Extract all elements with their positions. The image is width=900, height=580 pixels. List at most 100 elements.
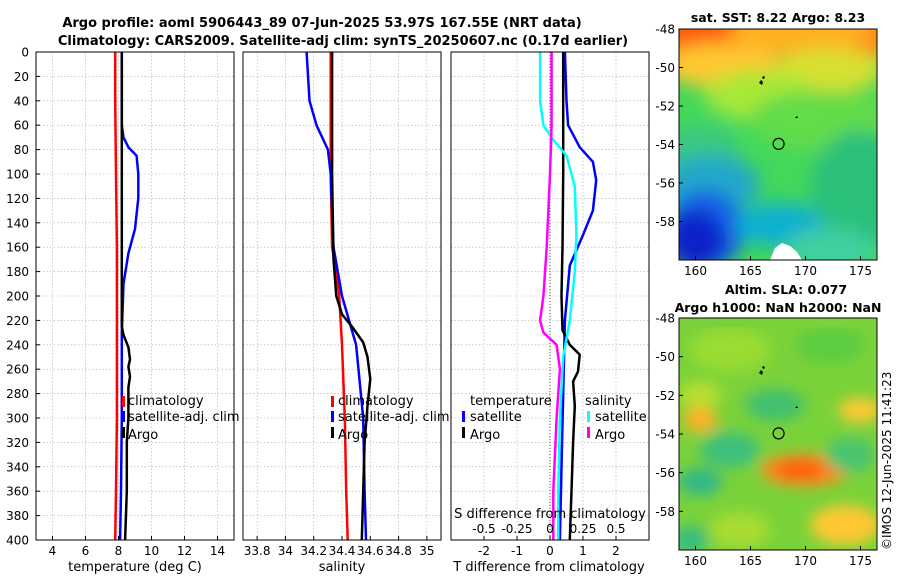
y-tick-label: 180	[6, 265, 29, 279]
s-tick-label: 0	[546, 522, 554, 536]
map-y-tick-label: -54	[655, 138, 675, 152]
difference-xticks: -2 -1 0 1 2	[478, 536, 620, 558]
x-tick-label: 34	[278, 544, 293, 558]
x-tick-label: 34.6	[357, 544, 384, 558]
y-tick-label: 40	[14, 94, 29, 108]
legend-swatch-argo	[122, 427, 125, 438]
x-tick-label: 34.4	[329, 544, 356, 558]
x-tick-label: 12	[177, 544, 192, 558]
y-tick-label: 320	[6, 436, 29, 450]
x-tick-label: 4	[49, 544, 57, 558]
y-tick-label: 220	[6, 314, 29, 328]
series-line-s-satellite	[538, 52, 578, 540]
x-tick-label: 35	[419, 544, 434, 558]
sst-map-panel: sat. SST: 8.22 Argo: 8.23	[655, 10, 878, 278]
legend-swatch-climatology	[122, 396, 125, 407]
figure-title-line1: Argo profile: aoml 5906443_89 07-Jun-202…	[62, 16, 581, 31]
x-tick-label: -1	[511, 544, 523, 558]
difference-grid	[451, 52, 649, 540]
x-tick-label: -2	[478, 544, 490, 558]
legend-swatch-satellite	[331, 411, 334, 422]
sla-map-yticks: -48 -50 -52 -54 -56 -58	[655, 312, 683, 519]
map-y-tick-label: -48	[655, 23, 675, 37]
sla-map-xticks: 160 165 170 175	[684, 546, 872, 568]
s-difference-xlabel: S difference from climatology	[454, 507, 646, 522]
salinity-grid	[243, 52, 441, 540]
temperature-series	[113, 52, 140, 541]
difference-series	[538, 51, 598, 541]
sst-map-title: sat. SST: 8.22 Argo: 8.23	[691, 10, 865, 25]
s-tick-label: 0.5	[606, 522, 625, 536]
legend-label-t-satellite: satellite	[470, 410, 522, 425]
y-tick-label: 240	[6, 338, 29, 352]
s-tick-label: -0.25	[501, 522, 532, 536]
sla-map-title-line2: Argo h1000: NaN h2000: NaN	[675, 300, 882, 315]
x-tick-label: 10	[144, 544, 159, 558]
y-tick-label: 120	[6, 192, 29, 206]
legend-label-argo: Argo	[338, 428, 368, 443]
map-x-tick-label: 175	[849, 554, 872, 568]
y-tick-label: 0	[21, 46, 29, 60]
series-line-argo	[120, 52, 132, 541]
legend-label-t-argo: Argo	[470, 428, 500, 443]
legend-swatch-s-satellite	[587, 411, 590, 422]
x-tick-label: 33.8	[244, 544, 271, 558]
y-tick-label: 280	[6, 387, 29, 401]
map-y-tick-label: -50	[655, 61, 675, 75]
map-x-tick-label: 165	[739, 264, 762, 278]
legend-swatch-satellite	[122, 411, 125, 422]
difference-legend: temperature satellite Argo salinity sate…	[462, 394, 647, 443]
legend-label-s-argo: Argo	[595, 428, 625, 443]
map-y-tick-label: -52	[655, 100, 675, 114]
sla-map-panel: Altim. SLA: 0.077 Argo h1000: NaN h2000:…	[655, 282, 882, 568]
legend-swatch-argo	[331, 427, 334, 438]
legend-swatch-s-argo	[587, 427, 590, 438]
depth-yticks: 0 20 40 60 80 100 120 140 160 180 200 220 240 260 280 3…	[6, 46, 40, 548]
y-tick-label: 80	[14, 143, 29, 157]
s-tick-label: -0.5	[472, 522, 495, 536]
legend-label-s-satellite: satellite	[595, 410, 647, 425]
watermark: ©IMOS 12-Jun-2025 11:41:23	[880, 372, 894, 550]
s-tick-label: 0.25	[570, 522, 597, 536]
map-x-tick-label: 160	[684, 264, 707, 278]
legend-label-climatology: climatology	[128, 394, 204, 409]
map-x-tick-label: 160	[684, 554, 707, 568]
x-tick-label: 6	[82, 544, 90, 558]
x-tick-label: 1	[579, 544, 587, 558]
y-tick-label: 340	[6, 460, 29, 474]
y-tick-label: 380	[6, 509, 29, 523]
series-line-argo	[330, 52, 372, 541]
series-line-t-argo	[560, 52, 581, 541]
x-tick-label: 14	[210, 544, 225, 558]
sst-argo-marker	[772, 137, 785, 150]
y-tick-label: 300	[6, 412, 29, 426]
salinity-panel: 33.8 34 34.2 34.4 34.6 34.8 35 salinity climat…	[242, 51, 450, 575]
salinity-xticks: 33.8 34 34.2 34.4 34.6 34.8 35	[244, 536, 434, 558]
legend-label-satellite: satellite-adj. clim	[128, 410, 240, 425]
map-x-tick-label: 175	[849, 264, 872, 278]
y-tick-label: 60	[14, 119, 29, 133]
y-tick-label: 360	[6, 485, 29, 499]
x-tick-label: 34.2	[300, 544, 327, 558]
y-tick-label: 400	[6, 534, 29, 548]
map-y-tick-label: -54	[655, 428, 675, 442]
y-tick-label: 100	[6, 168, 29, 182]
legend-title-salinity: salinity	[585, 394, 632, 409]
salinity-series	[305, 51, 372, 541]
series-line-s-argo	[538, 52, 562, 540]
map-y-tick-label: -48	[655, 312, 675, 326]
difference-panel: -2 -1 0 1 2 -0.5 -0.25 0 0.25 0.5 T difference f…	[450, 51, 650, 575]
sla-heatmap	[679, 318, 877, 550]
y-tick-label: 140	[6, 216, 29, 230]
y-tick-label: 20	[14, 70, 29, 84]
map-y-tick-label: -56	[655, 466, 675, 480]
x-tick-label: 2	[612, 544, 620, 558]
series-line-t-satellite	[558, 51, 598, 541]
map-y-tick-label: -52	[655, 389, 675, 403]
series-line-climatology	[113, 52, 119, 541]
x-tick-label: 0	[546, 544, 554, 558]
legend-title-temperature: temperature	[470, 394, 552, 409]
salinity-legend: climatology satellite-adj. clim Argo	[331, 394, 450, 443]
legend-label-satellite: satellite-adj. clim	[338, 410, 450, 425]
